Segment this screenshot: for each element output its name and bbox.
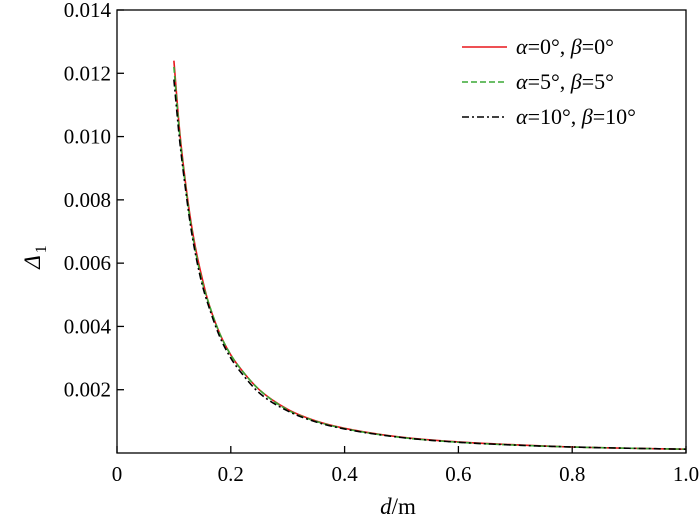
- y-axis-label: Δ1: [20, 245, 50, 270]
- x-tick-label: 0.4: [331, 462, 358, 486]
- y-tick-label: 0.008: [64, 188, 111, 212]
- x-axis-label: d/m: [380, 494, 416, 519]
- y-tick-label: 0.014: [64, 0, 112, 22]
- x-tick-label: 0.2: [218, 462, 244, 486]
- legend-label-3: α=10°, β=10°: [516, 104, 636, 129]
- legend-label-2: α=5°, β=5°: [516, 69, 614, 94]
- series-line-2: [173, 66, 687, 450]
- x-tick-label: 0.6: [445, 462, 471, 486]
- y-axis-label-sub: 1: [33, 245, 50, 253]
- y-tick-label: 0.006: [64, 251, 111, 275]
- x-axis: 0 0.2 0.4 0.6 0.8 1.0: [112, 446, 699, 486]
- x-tick-label: 1.0: [673, 462, 699, 486]
- x-axis-label-var: d: [380, 494, 392, 519]
- plot-border: [116, 9, 687, 454]
- x-tick-label: 0.8: [559, 462, 585, 486]
- y-tick-label: 0.010: [64, 125, 111, 149]
- y-tick-label: 0.012: [64, 61, 111, 85]
- y-axis-label-var: Δ: [20, 255, 45, 270]
- y-tick-label: 0.002: [64, 378, 111, 402]
- y-axis: 0.002 0.004 0.006 0.008 0.010 0.012 0.014: [64, 0, 124, 402]
- plot-frame: [116, 9, 687, 454]
- series-layer: [173, 60, 687, 450]
- legend-label-1: α=0°, β=0°: [516, 34, 614, 59]
- series-line-3: [173, 79, 687, 450]
- x-tick-label: 0: [112, 462, 123, 486]
- x-axis-label-unit: /m: [392, 494, 416, 519]
- y-tick-label: 0.004: [64, 314, 112, 338]
- legend: α=0°, β=0° α=5°, β=5° α=10°, β=10°: [462, 34, 636, 129]
